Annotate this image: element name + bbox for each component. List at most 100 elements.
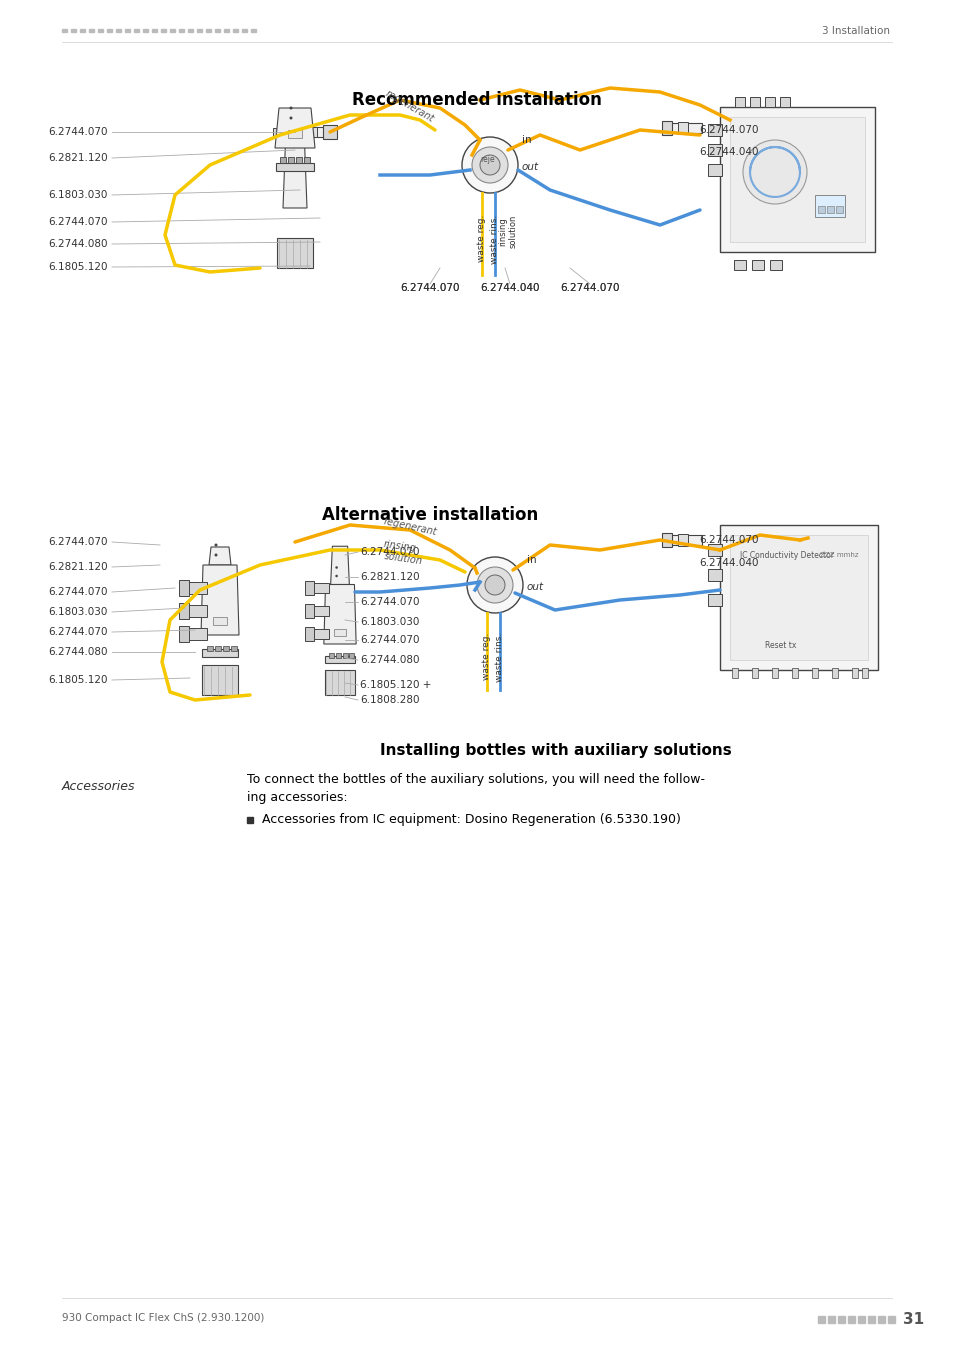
Text: waste reg.: waste reg. <box>477 215 486 262</box>
Bar <box>251 28 255 32</box>
Bar <box>707 568 721 580</box>
Bar <box>213 617 227 625</box>
Bar <box>323 126 336 139</box>
Text: 6.2744.080: 6.2744.080 <box>359 655 419 666</box>
Text: 6.2744.040: 6.2744.040 <box>479 284 539 293</box>
Bar <box>729 535 867 660</box>
Bar <box>329 653 334 657</box>
Bar <box>179 626 189 641</box>
Bar <box>125 28 130 32</box>
Bar <box>223 647 229 651</box>
Bar <box>661 533 671 547</box>
Circle shape <box>289 107 293 109</box>
Text: 6.1803.030: 6.1803.030 <box>49 608 108 617</box>
Text: 6.1808.280: 6.1808.280 <box>359 695 419 705</box>
Text: 930 Compact IC Flex ChS (2.930.1200): 930 Compact IC Flex ChS (2.930.1200) <box>62 1314 264 1323</box>
Bar <box>678 535 687 545</box>
Bar <box>179 28 184 32</box>
Bar <box>811 668 817 678</box>
Text: 6.2744.070: 6.2744.070 <box>49 217 108 227</box>
Circle shape <box>461 136 517 193</box>
Bar <box>71 28 76 32</box>
Text: 6.1805.120 +: 6.1805.120 + <box>359 680 431 690</box>
Bar <box>242 28 247 32</box>
Text: 31: 31 <box>902 1311 923 1327</box>
Bar <box>143 28 148 32</box>
Text: Alternative installation: Alternative installation <box>321 506 537 524</box>
Bar <box>305 580 314 595</box>
Circle shape <box>335 566 337 568</box>
Text: out: out <box>521 162 538 171</box>
Bar <box>847 1316 854 1323</box>
Bar <box>187 605 207 617</box>
Bar <box>161 28 166 32</box>
Polygon shape <box>331 547 349 585</box>
Bar <box>877 1316 884 1323</box>
Bar <box>851 668 857 678</box>
Text: Accessories from IC equipment: Dosino Regeneration (6.5330.190): Accessories from IC equipment: Dosino Re… <box>262 814 680 826</box>
Bar <box>179 603 189 618</box>
Bar <box>791 668 797 678</box>
Bar <box>349 653 355 657</box>
Text: 6.2744.080: 6.2744.080 <box>49 647 108 657</box>
Text: 6.2744.070: 6.2744.070 <box>359 634 419 645</box>
Text: waste reg.: waste reg. <box>482 633 491 680</box>
Polygon shape <box>274 108 314 148</box>
Bar <box>707 144 721 157</box>
Bar <box>247 817 253 824</box>
Bar <box>276 238 313 269</box>
Bar <box>678 122 687 134</box>
Text: 6.2744.040: 6.2744.040 <box>479 284 539 293</box>
Text: 6.2744.080: 6.2744.080 <box>49 239 108 248</box>
Bar <box>187 628 207 640</box>
Text: 6.2744.070: 6.2744.070 <box>400 284 459 293</box>
Bar <box>304 157 310 163</box>
Polygon shape <box>283 128 307 208</box>
Bar <box>707 124 721 136</box>
Bar <box>837 1316 844 1323</box>
Circle shape <box>479 155 499 176</box>
Bar <box>324 670 355 695</box>
Bar <box>179 580 189 595</box>
Text: Reset tx: Reset tx <box>764 640 796 649</box>
Text: 6.2744.070: 6.2744.070 <box>559 284 619 293</box>
Bar <box>814 194 844 217</box>
Bar <box>170 28 174 32</box>
Text: out: out <box>526 582 543 593</box>
Bar <box>207 647 213 651</box>
Bar <box>202 666 237 695</box>
Bar <box>214 647 221 651</box>
Text: 6.2744.070: 6.2744.070 <box>359 547 419 558</box>
Circle shape <box>484 575 504 595</box>
Bar <box>224 28 229 32</box>
Bar <box>707 594 721 606</box>
Bar <box>831 668 837 678</box>
Text: Accessories: Accessories <box>62 779 135 792</box>
Text: 6.2744.070: 6.2744.070 <box>559 284 619 293</box>
Bar <box>275 163 314 171</box>
Bar <box>107 28 112 32</box>
Bar <box>862 668 867 678</box>
Bar <box>771 668 778 678</box>
Circle shape <box>335 575 337 578</box>
Text: Recommended installation: Recommended installation <box>352 90 601 109</box>
Bar <box>288 157 294 163</box>
Bar <box>857 1316 864 1323</box>
Bar <box>233 28 237 32</box>
Text: Installing bottles with auxiliary solutions: Installing bottles with auxiliary soluti… <box>379 743 731 757</box>
Bar <box>780 97 789 107</box>
Bar <box>826 207 833 213</box>
Bar <box>288 130 302 138</box>
Bar <box>133 28 139 32</box>
Text: 6.2821.120: 6.2821.120 <box>49 153 108 163</box>
Bar <box>206 28 211 32</box>
Bar <box>188 28 193 32</box>
Text: 6.2744.070: 6.2744.070 <box>49 587 108 597</box>
Text: To connect the bottles of the auxiliary solutions, you will need the follow-: To connect the bottles of the auxiliary … <box>247 774 704 787</box>
Bar <box>749 97 760 107</box>
Text: rinsing
solution: rinsing solution <box>497 215 517 248</box>
Text: 6.2744.070: 6.2744.070 <box>400 284 459 293</box>
Text: 6.2744.070: 6.2744.070 <box>699 126 758 135</box>
Bar <box>707 544 721 556</box>
Text: ZZZ mmhz: ZZZ mmhz <box>820 552 858 558</box>
